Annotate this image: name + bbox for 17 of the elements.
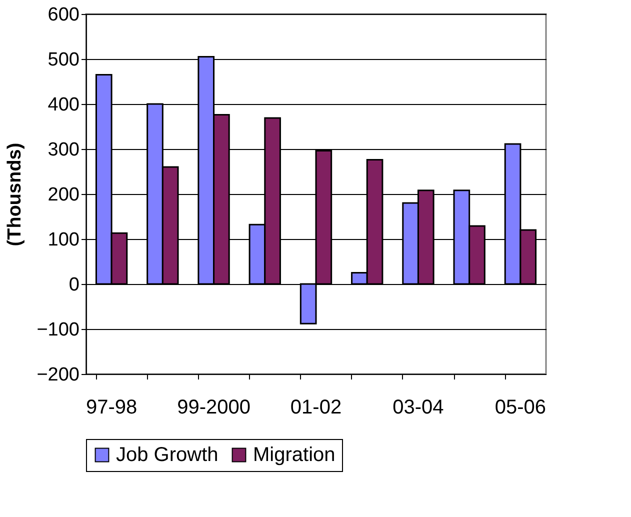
x-tick-label: 03-04 <box>392 396 444 418</box>
x-tick-label: 01-02 <box>290 396 342 418</box>
x-tick-label: 97-98 <box>86 396 138 418</box>
legend-label: Job Growth <box>116 444 218 466</box>
y-tick-label: 0 <box>68 274 80 296</box>
y-tick-label: 400 <box>48 94 80 116</box>
y-tick-label: 300 <box>48 140 80 160</box>
y-tick-label: −200 <box>36 364 80 386</box>
y-axis-title: (Thousnds) <box>4 142 26 246</box>
legend-label: Migration <box>253 444 336 466</box>
x-tick-label: 05-06 <box>494 396 546 418</box>
y-tick-label: 500 <box>48 50 80 70</box>
y-tick-label: 600 <box>48 4 80 26</box>
y-tick-label: −100 <box>36 320 80 340</box>
y-tick-label: 100 <box>48 230 80 250</box>
x-tick-label: 99-2000 <box>177 396 250 418</box>
y-tick-label: 200 <box>48 184 80 206</box>
